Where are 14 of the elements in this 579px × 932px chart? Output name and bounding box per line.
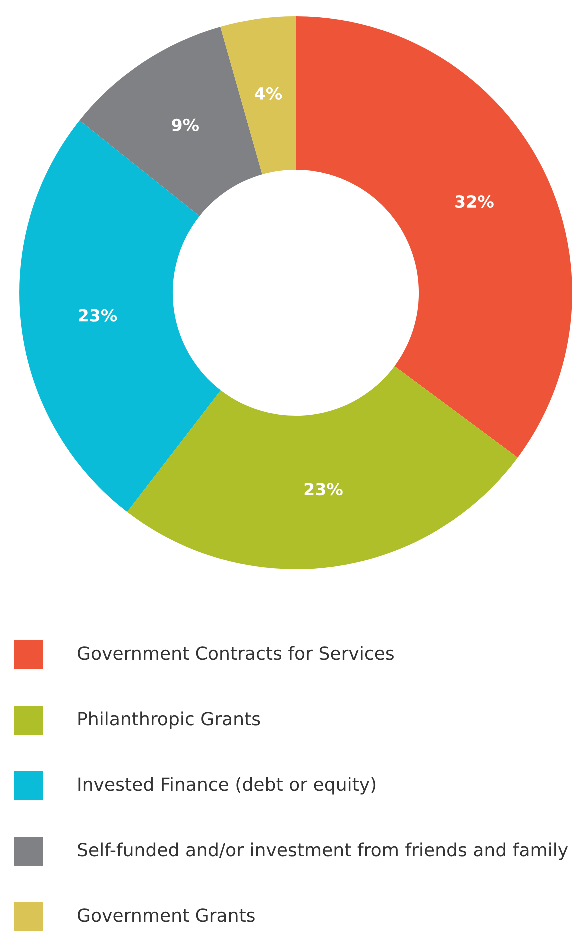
data-label: 23%	[304, 483, 343, 496]
donut-slice	[296, 16, 572, 458]
data-label: 23%	[79, 309, 118, 322]
legend-label: Invested Finance (debt or equity)	[78, 777, 376, 795]
legend-label: Government Contracts for Services	[78, 646, 394, 660]
data-label: 4%	[255, 87, 282, 100]
donut-slice	[127, 366, 518, 570]
donut-slice	[220, 16, 296, 175]
legend-label: Self-funded and/or investment from friends and family	[78, 842, 568, 860]
data-label: 32%	[456, 195, 494, 208]
legend-label: Philanthropic Grants	[78, 712, 260, 730]
legend-label: Government Grants	[78, 908, 255, 922]
donut-slice	[20, 120, 221, 512]
data-label: 9%	[172, 118, 199, 132]
